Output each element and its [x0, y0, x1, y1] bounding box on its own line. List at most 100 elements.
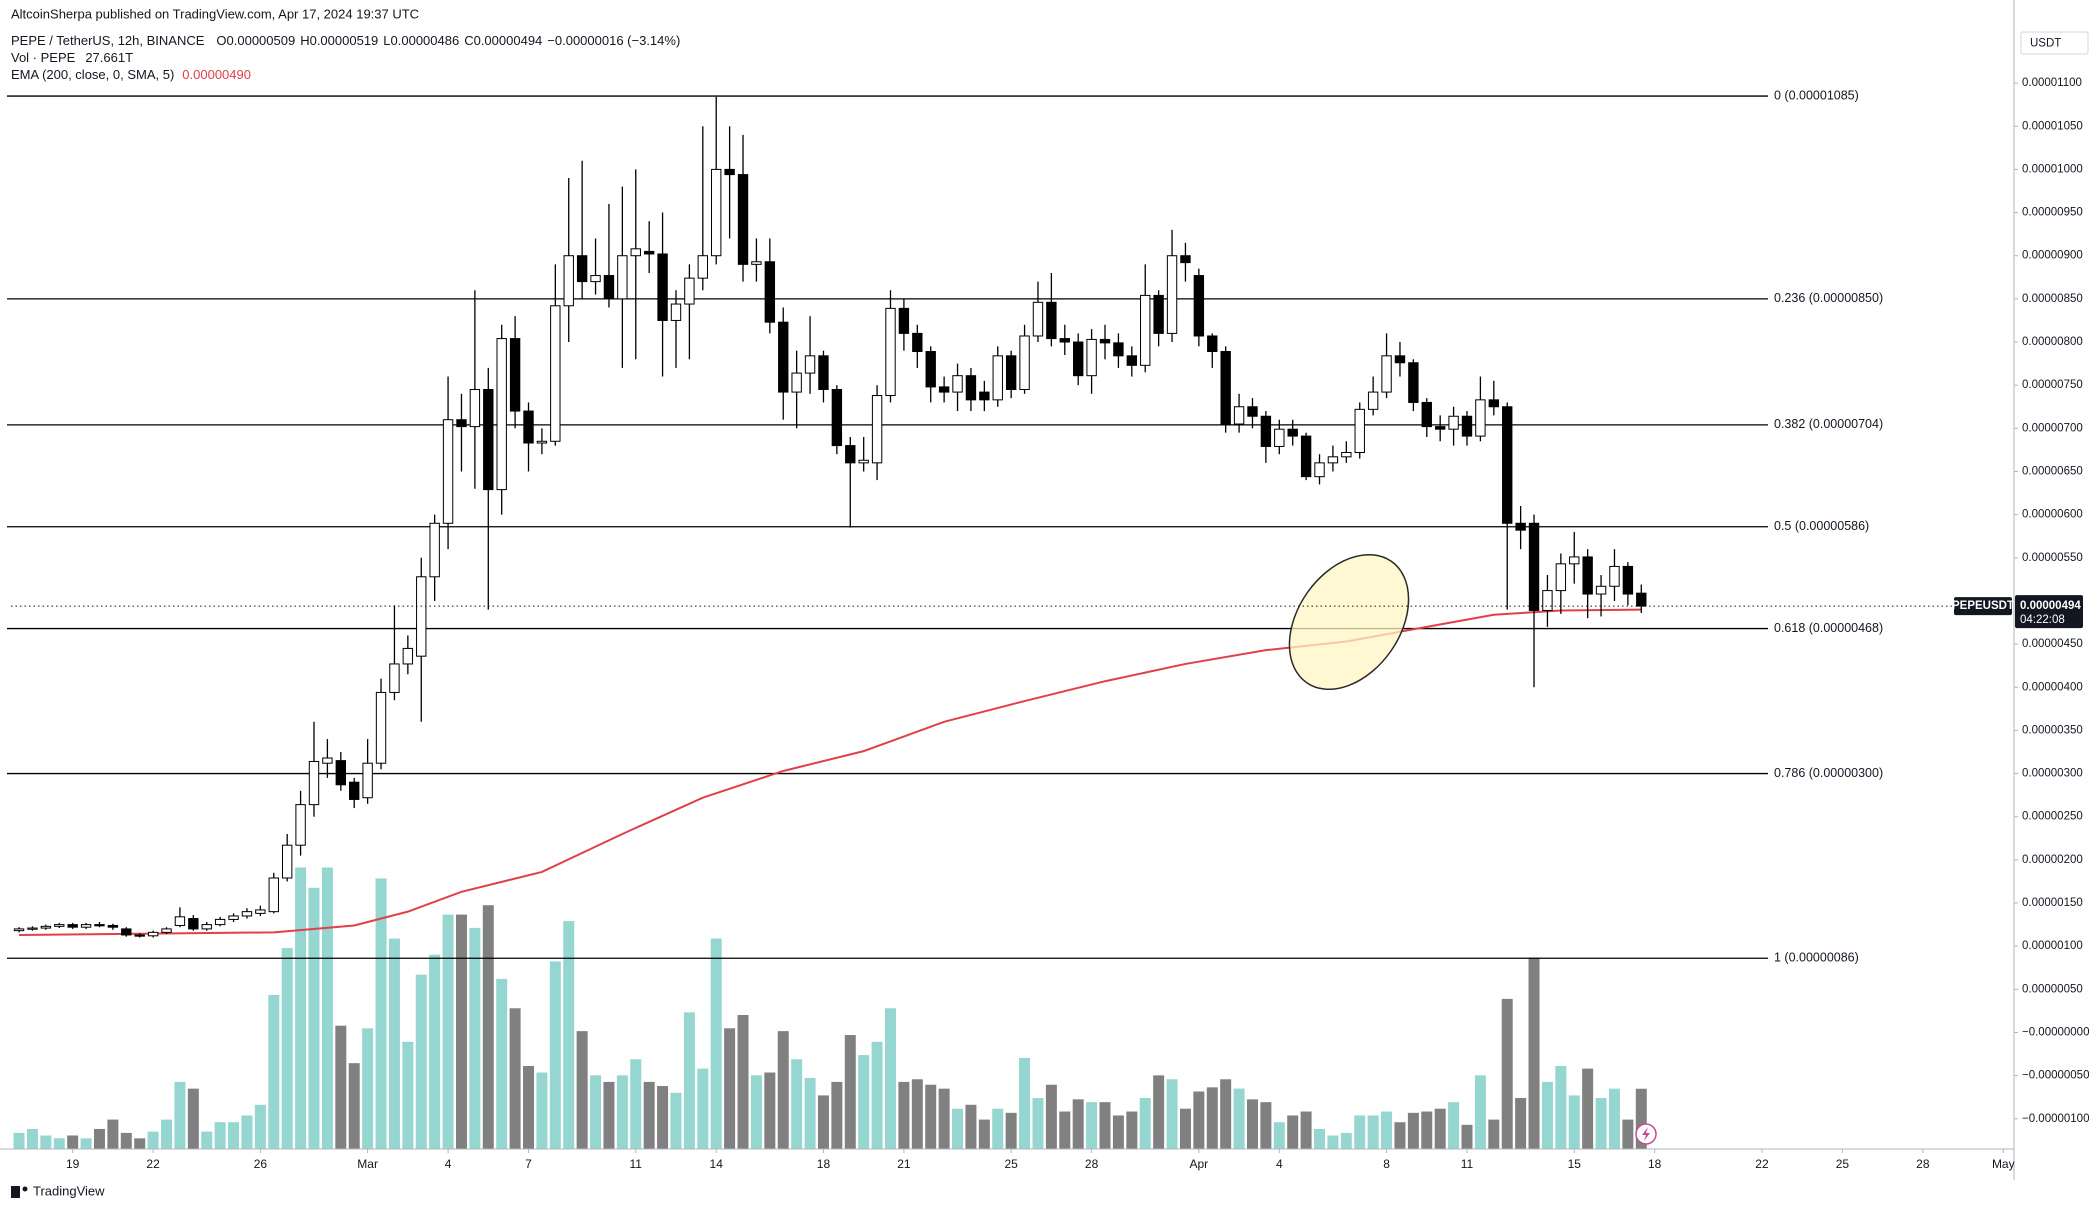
volume-bar [1005, 1112, 1017, 1149]
volume-bar [1608, 1088, 1620, 1149]
volume-bar [911, 1079, 923, 1149]
candle-body [241, 911, 253, 917]
ema-line: EMA (200, close, 0, SMA, 5) 0.00000490 [11, 67, 251, 82]
logo-mark [11, 1186, 20, 1198]
candle-body [684, 277, 695, 305]
volume-bar [683, 1012, 695, 1149]
candle-body [349, 781, 360, 800]
ema-line [19, 608, 1642, 936]
candle-body [1408, 362, 1419, 403]
candle-body [1515, 522, 1526, 531]
candle-body [925, 351, 936, 388]
volume-bar [1314, 1128, 1326, 1149]
candle-body [670, 303, 682, 321]
candle-body [335, 760, 347, 786]
fib-label: 0.236 (0.00000850) [1774, 291, 1883, 305]
volume-bar [750, 1075, 762, 1149]
candle-body [724, 168, 735, 176]
volume-layer [13, 867, 1647, 1149]
candle-body [576, 255, 588, 283]
candle-body [1046, 301, 1057, 340]
y-tick-label: 0.00000950 [2022, 207, 2083, 219]
y-tick-label: 0.00000750 [2022, 379, 2083, 391]
candle-body [228, 915, 239, 920]
candle-body [778, 321, 789, 393]
volume-bar [630, 1059, 642, 1149]
candle-body [389, 663, 400, 693]
logo-dot [22, 1186, 28, 1192]
symbol-tag-bg [1954, 597, 2012, 616]
candle-body [496, 338, 507, 491]
volume-bar [590, 1075, 602, 1149]
volume-bar [884, 1008, 896, 1149]
volume-bar [1501, 998, 1513, 1149]
x-tick-label: 22 [146, 1157, 160, 1171]
candle-body [1555, 563, 1567, 592]
candle-body [845, 445, 856, 464]
candle-body [791, 372, 802, 393]
volume-bar [1568, 1095, 1580, 1149]
volume-value: 27.661T [85, 50, 133, 65]
candle-body [1300, 435, 1312, 478]
volume-bar [817, 1095, 829, 1149]
volume-bar [40, 1135, 52, 1149]
candle-body [483, 388, 494, 491]
candle-body [1220, 351, 1231, 425]
candle-body [1287, 428, 1298, 437]
candle-body [402, 647, 414, 665]
x-tick-label: 18 [817, 1157, 831, 1171]
volume-line: Vol · PEPE 27.661T [11, 50, 133, 65]
x-tick-label: 21 [897, 1157, 911, 1171]
x-tick-label: 28 [1085, 1157, 1099, 1171]
ema-name: EMA (200, close, 0, SMA, 5) [11, 67, 174, 82]
candle-body [523, 410, 534, 444]
candle-body [1140, 294, 1151, 366]
volume-bar [616, 1075, 628, 1149]
volume-bar [1233, 1088, 1245, 1149]
volume-bar [429, 954, 441, 1149]
y-tick-label: 0.00000800 [2022, 336, 2083, 348]
time-axis-bg [0, 1149, 2099, 1209]
candle-body [1327, 456, 1339, 464]
volume-bar [1045, 1084, 1057, 1149]
y-tick-label: 0.00000700 [2022, 422, 2083, 434]
candle-body [121, 928, 132, 936]
candle-body [992, 355, 1003, 401]
candle-body [1636, 592, 1647, 607]
x-tick-label: 11 [630, 1157, 643, 1171]
volume-bar [53, 1138, 65, 1149]
volume-bar [1273, 1122, 1285, 1149]
candle-body [429, 522, 440, 578]
volume-bar [1354, 1115, 1366, 1149]
candle-body [1153, 294, 1164, 334]
candle-body [1569, 556, 1580, 565]
y-tick-label: −0.00000050 [2022, 1070, 2089, 1082]
volume-bar [134, 1138, 146, 1149]
candle-body [295, 804, 306, 846]
volume-bar [496, 978, 508, 1149]
volume-bar [523, 1065, 535, 1149]
candle-body [1019, 335, 1030, 390]
volume-bar [402, 1041, 414, 1149]
volume-bar [1381, 1111, 1393, 1149]
candle-body [1609, 565, 1620, 587]
x-tick-label: 14 [710, 1157, 724, 1171]
candle-body [697, 255, 708, 279]
volume-bar [254, 1104, 266, 1149]
volume-bar [1515, 1098, 1527, 1149]
volume-bar [201, 1131, 213, 1149]
candle-body [188, 918, 199, 930]
volume-bar [1421, 1111, 1433, 1149]
fib-label: 0 (0.00001085) [1774, 88, 1859, 102]
volume-bar [1287, 1115, 1299, 1149]
volume-bar [1206, 1087, 1218, 1149]
volume-bar [348, 1063, 360, 1149]
candle-body [979, 391, 990, 401]
volume-bar [1488, 1119, 1500, 1149]
volume-bar [1327, 1135, 1339, 1149]
candle-body [617, 255, 628, 300]
currency-box[interactable] [2020, 31, 2089, 55]
volume-bar [1461, 1124, 1473, 1149]
volume-bar [536, 1072, 548, 1149]
y-tick-label: 0.00000250 [2022, 811, 2083, 823]
